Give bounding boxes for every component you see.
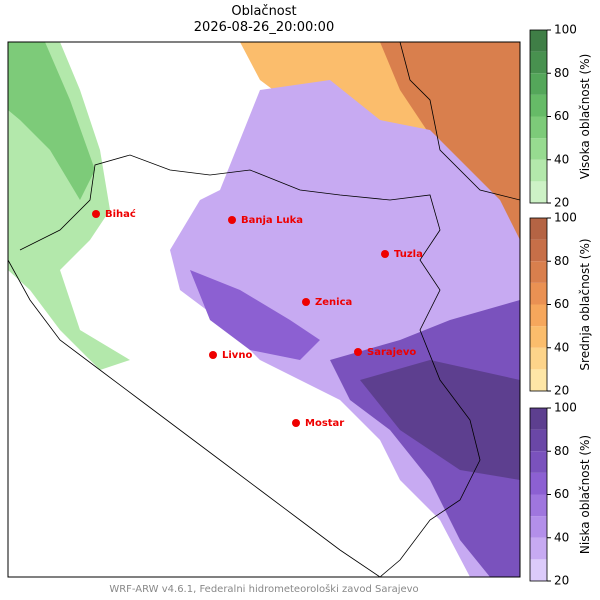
colorbar-band	[530, 494, 547, 517]
high-cloud	[8, 42, 95, 200]
city-marker	[292, 419, 300, 427]
city-label: Mostar	[305, 418, 344, 429]
low-cloud	[360, 360, 520, 480]
colorbar-band	[530, 326, 547, 348]
colorbar-tick-label: 100	[554, 401, 577, 415]
colorbar-tick-label: 100	[554, 23, 577, 37]
border	[19, 154, 481, 577]
colorbar-band	[530, 94, 547, 117]
colorbar-tick-label: 20	[554, 196, 569, 210]
colorbar-band	[530, 282, 547, 305]
colorbar-band	[530, 73, 547, 95]
colorbar-tick-label: 20	[554, 384, 569, 398]
city-marker	[302, 298, 310, 306]
city-marker	[209, 351, 217, 359]
city-label: Banja Luka	[241, 215, 303, 226]
colorbar-tick-label: 40	[554, 530, 569, 544]
colorbar-band	[530, 472, 547, 495]
border	[399, 42, 520, 201]
colorbar-band	[530, 559, 547, 581]
colorbar-tick-label: 60	[554, 487, 569, 501]
colorbar-band	[530, 304, 547, 327]
colorbar-band	[530, 218, 547, 240]
colorbar-tick-label: 40	[554, 340, 569, 354]
subtitle: 2026-08-26_20:00:00	[194, 20, 334, 35]
colorbar-band	[530, 429, 547, 452]
map-frame	[7, 41, 521, 578]
colorbar-band	[530, 347, 547, 370]
colorbar-label: Visoka oblačnost (%)	[578, 54, 592, 180]
colorbar-band	[530, 181, 547, 203]
footer: WRF-ARW v4.6.1, Federalni hidrometeorolo…	[109, 583, 418, 595]
colorbar-band	[530, 369, 547, 391]
colorbar-band	[530, 51, 547, 74]
colorbar-band	[530, 239, 547, 262]
colorbar-band	[530, 116, 547, 139]
low-cloud	[190, 270, 320, 360]
colorbar-tick-label: 100	[554, 211, 577, 225]
colorbar-label: Srednja oblačnost (%)	[578, 238, 592, 370]
city-marker	[92, 210, 100, 218]
colorbar-band	[530, 261, 547, 283]
city-marker	[381, 250, 389, 258]
colorbar-tick-label: 40	[554, 152, 569, 166]
city-label: Zenica	[315, 297, 352, 308]
colorbar-tick-label: 60	[554, 297, 569, 311]
city-label: Livno	[222, 350, 252, 361]
colorbar-band	[530, 451, 547, 473]
colorbar-band	[530, 537, 547, 560]
colorbar-band	[530, 30, 547, 52]
city-label: Sarajevo	[367, 347, 416, 358]
colorbar-band	[530, 138, 547, 160]
colorbar-label: Niska oblačnost (%)	[578, 435, 592, 554]
colorbar-tick-label: 80	[554, 254, 569, 268]
city-label: Tuzla	[394, 249, 423, 260]
colorbar-band	[530, 408, 547, 430]
coastline	[8, 259, 381, 577]
city-label: Bihać	[105, 208, 136, 220]
city-marker	[228, 216, 236, 224]
colorbar-band	[530, 516, 547, 538]
colorbar-tick-label: 60	[554, 109, 569, 123]
city-marker	[354, 348, 362, 356]
colorbar-tick-label: 80	[554, 444, 569, 458]
colorbar-tick-label: 20	[554, 574, 569, 588]
colorbar-band	[530, 159, 547, 182]
map	[7, 41, 521, 578]
colorbar-tick-label: 80	[554, 66, 569, 80]
title: Oblačnost	[231, 4, 296, 19]
